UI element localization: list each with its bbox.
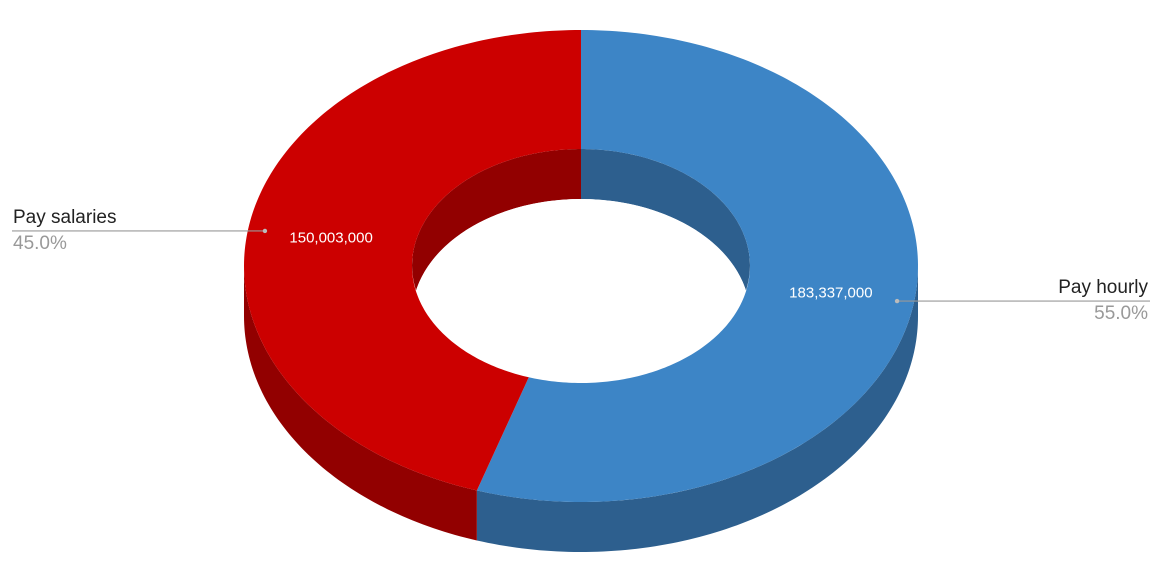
percent-label: 45.0% <box>13 233 67 254</box>
value-label: 150,003,000 <box>289 229 372 246</box>
inner-wall <box>581 149 750 316</box>
slice <box>244 30 581 491</box>
leader-dot <box>262 228 268 234</box>
slice-side <box>476 266 918 552</box>
value-label: 183,337,000 <box>789 285 872 302</box>
inner-wall <box>412 149 581 316</box>
percent-label: 55.0% <box>1094 303 1148 324</box>
category-label: Pay hourly <box>1058 277 1148 298</box>
leader-dot <box>894 298 900 304</box>
category-label: Pay salaries <box>13 207 117 228</box>
slice-side <box>244 266 477 541</box>
slice <box>476 30 918 502</box>
